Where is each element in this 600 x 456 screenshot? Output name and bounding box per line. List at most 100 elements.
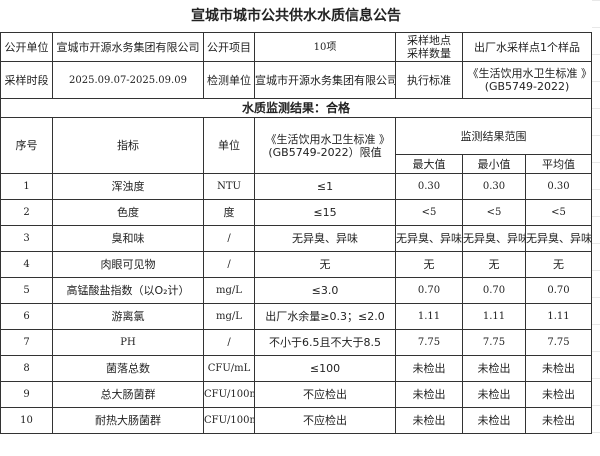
row-min: 无异臭、异味 — [462, 225, 526, 252]
label-standard: 执行标准 — [395, 61, 463, 99]
publisher-value: 宣城市开源水务集团有限公司 — [52, 32, 204, 62]
row-limit: 无异臭、异味 — [254, 225, 396, 252]
row-limit: ≤100 — [254, 355, 396, 382]
row-min: 未检出 — [462, 355, 526, 382]
row-avg: 无异臭、异味 — [525, 225, 592, 252]
row-item: 浑浊度 — [52, 173, 204, 200]
row-unit: mg/L — [203, 303, 255, 330]
label-publisher: 公开单位 — [0, 32, 53, 62]
row-max: 1.11 — [395, 303, 463, 330]
row-unit: NTU — [203, 173, 255, 200]
row-unit: CFU/mL — [203, 355, 255, 382]
row-limit: ≤15 — [254, 199, 396, 226]
header-avg: 平均值 — [525, 154, 592, 174]
row-no: 5 — [0, 277, 53, 304]
row-unit: / — [203, 329, 255, 356]
row-item: 色度 — [52, 199, 204, 226]
row-min: 无 — [462, 251, 526, 278]
row-no: 1 — [0, 173, 53, 200]
items-value: 10项 — [254, 32, 396, 62]
row-no: 6 — [0, 303, 53, 330]
row-no: 3 — [0, 225, 53, 252]
row-avg: 无 — [525, 251, 592, 278]
row-unit: CFU/100mL — [203, 407, 255, 434]
row-limit: 无 — [254, 251, 396, 278]
row-unit: mg/L — [203, 277, 255, 304]
row-min: 1.11 — [462, 303, 526, 330]
standard-value: 《生活饮用水卫生标准 》(GB5749-2022) — [462, 61, 592, 99]
row-no: 2 — [0, 199, 53, 226]
row-min: 0.70 — [462, 277, 526, 304]
period-value: 2025.09.07-2025.09.09 — [52, 61, 204, 99]
table-row: 3 臭和味 / 无异臭、异味 无异臭、异味 无异臭、异味 无异臭、异味 — [0, 225, 592, 252]
label-sampling: 采样地点采样数量 — [395, 32, 463, 62]
table-row: 1 浑浊度 NTU ≤1 0.30 0.30 0.30 — [0, 173, 592, 200]
row-limit: 不应检出 — [254, 407, 396, 434]
row-avg: 1.11 — [525, 303, 592, 330]
row-item: 高锰酸盐指数（以O₂计） — [52, 277, 204, 304]
row-max: 未检出 — [395, 355, 463, 382]
row-limit: 出厂水余量≥0.3；≤2.0 — [254, 303, 396, 330]
row-unit: CFU/100mL — [203, 381, 255, 408]
row-item: 总大肠菌群 — [52, 381, 204, 408]
row-avg: 0.30 — [525, 173, 592, 200]
row-max: 7.75 — [395, 329, 463, 356]
label-lab: 检测单位 — [203, 61, 255, 99]
row-item: 臭和味 — [52, 225, 204, 252]
row-unit: / — [203, 225, 255, 252]
row-unit: / — [203, 251, 255, 278]
table-row: 5 高锰酸盐指数（以O₂计） mg/L ≤3.0 0.70 0.70 0.70 — [0, 277, 592, 304]
row-max: <5 — [395, 199, 463, 226]
row-min: <5 — [462, 199, 526, 226]
row-item: 肉眼可见物 — [52, 251, 204, 278]
row-limit: ≤1 — [254, 173, 396, 200]
row-item: PH — [52, 329, 204, 356]
row-max: 无 — [395, 251, 463, 278]
row-avg: <5 — [525, 199, 592, 226]
row-min: 0.30 — [462, 173, 526, 200]
row-min: 未检出 — [462, 381, 526, 408]
table-row: 6 游离氯 mg/L 出厂水余量≥0.3；≤2.0 1.11 1.11 1.11 — [0, 303, 592, 330]
row-max: 未检出 — [395, 407, 463, 434]
row-no: 7 — [0, 329, 53, 356]
row-limit: 不小于6.5且不大于8.5 — [254, 329, 396, 356]
table-row: 4 肉眼可见物 / 无无无无 — [0, 251, 592, 278]
row-avg: 7.75 — [525, 329, 592, 356]
row-max: 未检出 — [395, 381, 463, 408]
water-quality-table: 宣城市城市公共供水水质信息公告 公开单位 宣城市开源水务集团有限公司 公开项目 … — [0, 7, 592, 434]
header-unit: 单位 — [203, 117, 255, 174]
header-max: 最大值 — [395, 154, 463, 174]
label-period: 采样时段 — [0, 61, 53, 99]
info-row-2: 采样时段 2025.09.07-2025.09.09 检测单位 宣城市开源水务集… — [0, 61, 592, 99]
header-item: 指标 — [52, 117, 204, 174]
result-banner: 水质监测结果：合格 — [0, 98, 592, 118]
table-row: 2 色度度 ≤15 <5 <5 <5 — [0, 199, 592, 226]
row-no: 4 — [0, 251, 53, 278]
table-row: 8 菌落总数 CFU/mL ≤100 未检出 未检出 未检出 — [0, 355, 592, 382]
lab-value: 宣城市开源水务集团有限公司 — [254, 61, 396, 99]
row-item: 菌落总数 — [52, 355, 204, 382]
row-limit: 不应检出 — [254, 381, 396, 408]
row-avg: 0.70 — [525, 277, 592, 304]
row-item: 耐热大肠菌群 — [52, 407, 204, 434]
row-avg: 未检出 — [525, 355, 592, 382]
row-avg: 未检出 — [525, 381, 592, 408]
row-no: 10 — [0, 407, 53, 434]
header-row: 序号 指标 单位 《生活饮用水卫生标准 》(GB5749-2022）限值 监测结… — [0, 117, 592, 174]
table-row: 7 PH / 不小于6.5且不大于8.5 7.75 7.75 7.75 — [0, 329, 592, 356]
row-min: 7.75 — [462, 329, 526, 356]
row-avg: 未检出 — [525, 407, 592, 434]
row-no: 8 — [0, 355, 53, 382]
label-items: 公开项目 — [203, 32, 255, 62]
row-max: 无异臭、异味 — [395, 225, 463, 252]
header-no: 序号 — [0, 117, 53, 174]
row-max: 0.30 — [395, 173, 463, 200]
row-unit: 度 — [203, 199, 255, 226]
header-range: 监测结果范围 — [395, 117, 592, 155]
sampling-value: 出厂水采样点1个样品 — [462, 32, 592, 62]
row-item: 游离氯 — [52, 303, 204, 330]
page-title: 宣城市城市公共供水水质信息公告 — [191, 7, 401, 24]
row-no: 9 — [0, 381, 53, 408]
